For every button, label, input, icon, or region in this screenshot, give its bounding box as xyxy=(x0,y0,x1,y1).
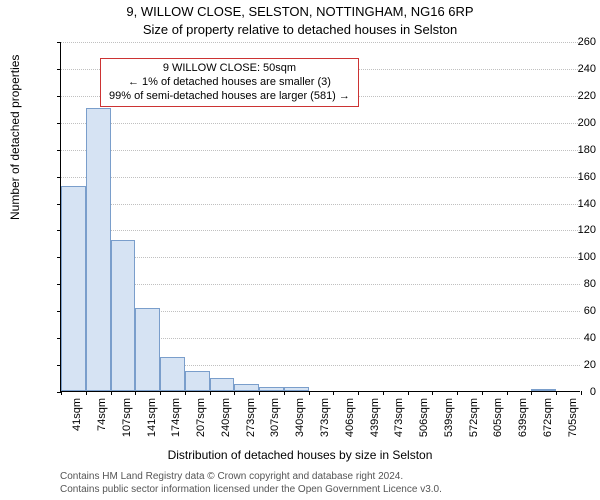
footer-attribution: Contains HM Land Registry data © Crown c… xyxy=(60,471,590,496)
y-tick-label: 100 xyxy=(542,251,596,263)
histogram-bar xyxy=(259,387,284,391)
x-tick-mark xyxy=(531,391,532,395)
footer-line-2: Contains public sector information licen… xyxy=(60,484,590,497)
x-tick-label: 141sqm xyxy=(146,398,158,448)
footer-line-1: Contains HM Land Registry data © Crown c… xyxy=(60,471,590,484)
x-tick-label: 340sqm xyxy=(294,398,306,448)
histogram-bar xyxy=(111,240,136,391)
y-tick-label: 80 xyxy=(542,278,596,290)
x-tick-mark xyxy=(61,391,62,395)
x-tick-label: 174sqm xyxy=(170,398,182,448)
x-tick-mark xyxy=(358,391,359,395)
x-tick-label: 307sqm xyxy=(269,398,281,448)
x-tick-mark xyxy=(408,391,409,395)
histogram-bar xyxy=(86,108,111,391)
y-tick-label: 40 xyxy=(542,332,596,344)
x-tick-label: 572sqm xyxy=(468,398,480,448)
x-tick-mark xyxy=(259,391,260,395)
x-tick-label: 439sqm xyxy=(369,398,381,448)
x-tick-mark xyxy=(160,391,161,395)
x-tick-label: 539sqm xyxy=(443,398,455,448)
x-tick-label: 406sqm xyxy=(344,398,356,448)
y-tick-label: 160 xyxy=(542,171,596,183)
y-tick-label: 260 xyxy=(542,36,596,48)
x-tick-label: 605sqm xyxy=(492,398,504,448)
x-tick-mark xyxy=(309,391,310,395)
x-tick-label: 672sqm xyxy=(542,398,554,448)
infobox-line-1: 9 WILLOW CLOSE: 50sqm xyxy=(109,62,350,76)
x-tick-label: 107sqm xyxy=(121,398,133,448)
x-tick-mark xyxy=(457,391,458,395)
x-tick-label: 207sqm xyxy=(195,398,207,448)
histogram-bar xyxy=(284,387,309,391)
x-tick-mark xyxy=(86,391,87,395)
x-tick-mark xyxy=(111,391,112,395)
y-tick-label: 140 xyxy=(542,198,596,210)
grid-line xyxy=(61,257,580,258)
grid-line xyxy=(61,284,580,285)
y-tick-label: 240 xyxy=(542,63,596,75)
y-tick-label: 20 xyxy=(542,359,596,371)
x-tick-mark xyxy=(432,391,433,395)
y-tick-label: 0 xyxy=(542,386,596,398)
x-axis-label: Distribution of detached houses by size … xyxy=(0,448,600,462)
x-tick-label: 373sqm xyxy=(319,398,331,448)
y-tick-mark xyxy=(57,177,61,178)
y-tick-mark xyxy=(57,123,61,124)
x-tick-mark xyxy=(482,391,483,395)
y-tick-mark xyxy=(57,150,61,151)
x-tick-label: 240sqm xyxy=(220,398,232,448)
grid-line xyxy=(61,123,580,124)
x-tick-mark xyxy=(185,391,186,395)
y-tick-mark xyxy=(57,96,61,97)
y-axis-label: Number of detached properties xyxy=(8,55,22,220)
grid-line xyxy=(61,204,580,205)
y-tick-label: 220 xyxy=(542,90,596,102)
y-tick-label: 180 xyxy=(542,144,596,156)
x-tick-label: 74sqm xyxy=(96,398,108,448)
property-info-box: 9 WILLOW CLOSE: 50sqm ← 1% of detached h… xyxy=(100,58,359,107)
grid-line xyxy=(61,230,580,231)
y-tick-label: 120 xyxy=(542,224,596,236)
x-tick-label: 639sqm xyxy=(517,398,529,448)
histogram-bar xyxy=(234,384,259,391)
grid-line xyxy=(61,177,580,178)
x-tick-mark xyxy=(383,391,384,395)
x-tick-mark xyxy=(135,391,136,395)
infobox-line-3: 99% of semi-detached houses are larger (… xyxy=(109,90,350,104)
x-tick-label: 705sqm xyxy=(567,398,579,448)
y-tick-mark xyxy=(57,42,61,43)
y-tick-label: 60 xyxy=(542,305,596,317)
histogram-bar xyxy=(210,378,235,391)
title-line-2: Size of property relative to detached ho… xyxy=(0,22,600,37)
title-line-1: 9, WILLOW CLOSE, SELSTON, NOTTINGHAM, NG… xyxy=(0,4,600,19)
histogram-bar xyxy=(185,371,210,391)
grid-line xyxy=(61,150,580,151)
histogram-bar xyxy=(135,308,160,391)
histogram-bar xyxy=(160,357,185,391)
x-tick-mark xyxy=(284,391,285,395)
x-tick-mark xyxy=(210,391,211,395)
x-tick-label: 41sqm xyxy=(71,398,83,448)
infobox-line-2: ← 1% of detached houses are smaller (3) xyxy=(109,76,350,90)
histogram-bar xyxy=(61,186,86,391)
x-tick-mark xyxy=(507,391,508,395)
x-tick-mark xyxy=(333,391,334,395)
y-tick-mark xyxy=(57,69,61,70)
x-tick-label: 506sqm xyxy=(418,398,430,448)
grid-line xyxy=(61,42,580,43)
x-tick-label: 473sqm xyxy=(393,398,405,448)
y-tick-label: 200 xyxy=(542,117,596,129)
x-tick-label: 273sqm xyxy=(245,398,257,448)
x-tick-mark xyxy=(234,391,235,395)
